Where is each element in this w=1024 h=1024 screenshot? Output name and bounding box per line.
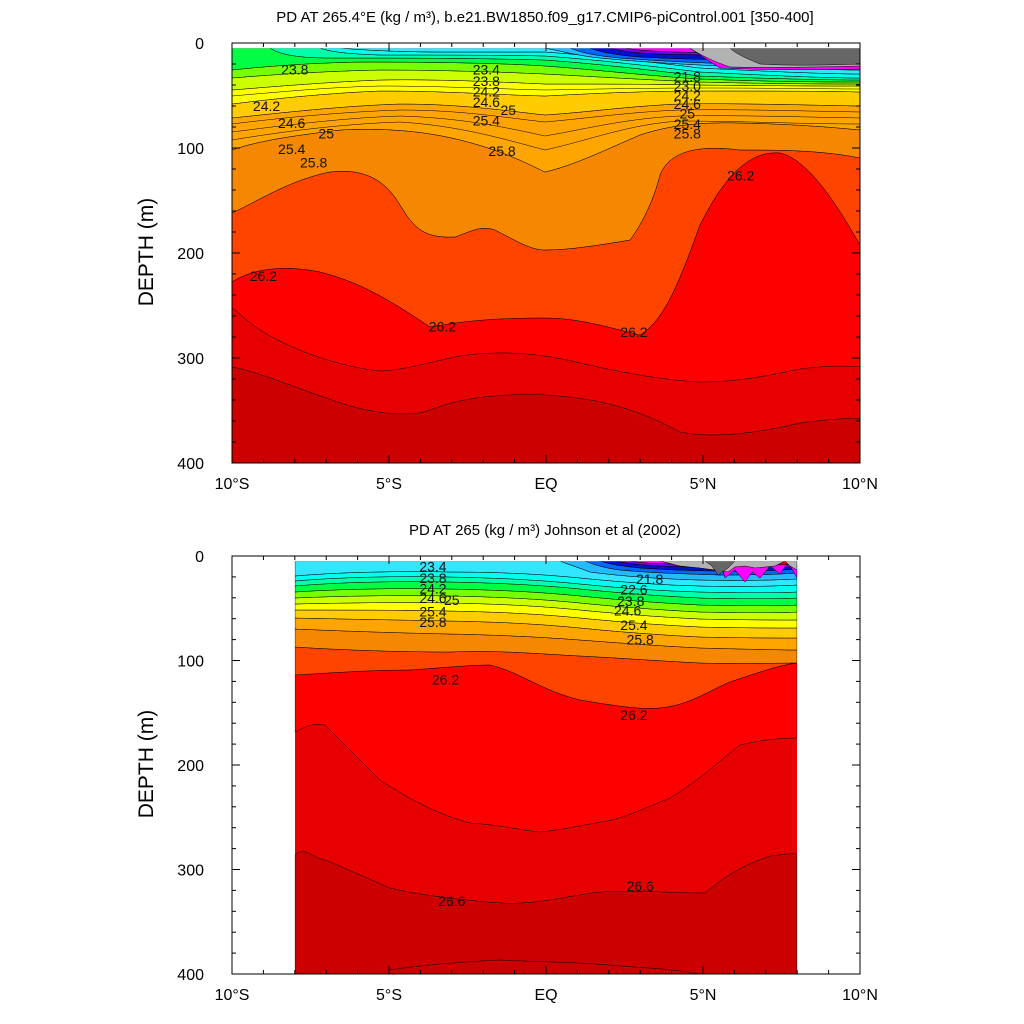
top-contour-label: 25 bbox=[318, 125, 334, 141]
top-contour-label: 24.2 bbox=[473, 83, 500, 99]
bottom-contour-label: 25 bbox=[444, 592, 460, 608]
bottom-contour-label: 25.8 bbox=[627, 632, 654, 648]
bottom-contour-label: 26.2 bbox=[432, 671, 459, 687]
top-contour-label: 26.2 bbox=[250, 268, 277, 284]
top-panel-ylabel: DEPTH (m) bbox=[135, 198, 158, 307]
top-contour-label: 24.2 bbox=[674, 88, 701, 104]
bottom-contour-label: 21.8 bbox=[636, 571, 663, 587]
bottom-contour-label: 26.6 bbox=[438, 893, 465, 909]
top-x-tick-label: 10°N bbox=[842, 476, 878, 493]
top-y-tick-label: 400 bbox=[177, 456, 204, 473]
bottom-contour-label: 24.6 bbox=[614, 602, 641, 618]
bottom-y-tick-label: 400 bbox=[177, 967, 204, 984]
top-contour-label: 26.2 bbox=[727, 167, 754, 183]
top-y-tick-label: 200 bbox=[177, 246, 204, 263]
top-contour-label: 25.4 bbox=[473, 113, 500, 129]
bottom-band-deepest bbox=[294, 851, 798, 975]
top-contour-label: 25 bbox=[680, 105, 696, 121]
bottom-contour-label: 26.2 bbox=[620, 707, 647, 723]
top-y-tick-label: 300 bbox=[177, 351, 204, 368]
top-contour-label: 25.8 bbox=[300, 155, 327, 171]
bottom-contour-label: 24.6 bbox=[419, 590, 446, 606]
top-contour-label: 23.8 bbox=[473, 73, 500, 89]
bottom-contour-label: 25.4 bbox=[419, 603, 446, 619]
bottom-x-tick-label: 5°S bbox=[376, 987, 402, 1004]
bottom-x-tick-label: 10°S bbox=[215, 987, 250, 1004]
top-contour-label: 25 bbox=[501, 102, 517, 118]
top-band-deepest bbox=[231, 366, 861, 464]
bottom-no-data-right bbox=[797, 556, 860, 974]
top-contour-label: 24.6 bbox=[278, 115, 305, 131]
bottom-y-tick-label: 100 bbox=[177, 654, 204, 671]
bottom-contour-label: 23.8 bbox=[419, 570, 446, 586]
bottom-axes: 10°S 5°S EQ 5°N 10°N 0 100 200 300 400 bbox=[177, 549, 878, 1004]
bottom-y-tick-label: 200 bbox=[177, 758, 204, 775]
bottom-contour-labels: 23.423.824.224.62525.425.821.822.623.824… bbox=[419, 558, 663, 908]
top-x-tick-label: 5°N bbox=[690, 476, 717, 493]
bottom-contour-lines bbox=[389, 959, 701, 975]
top-contour-label: 24.6 bbox=[473, 94, 500, 110]
top-contour-label: 23.0 bbox=[674, 78, 701, 94]
top-contour-label: 23.8 bbox=[281, 61, 308, 77]
top-x-tick-label: 5°S bbox=[376, 476, 402, 493]
top-panel-title: PD AT 265.4°E (kg / m³), b.e21.BW1850.f0… bbox=[276, 9, 813, 26]
bottom-contour-label: 23.4 bbox=[419, 558, 446, 574]
top-contour-label: 24.2 bbox=[253, 98, 280, 114]
top-contour-label: 26.2 bbox=[429, 319, 456, 335]
top-contour-label: 21.8 bbox=[674, 69, 701, 85]
top-contour-lines bbox=[231, 85, 861, 151]
bottom-panel-title: PD AT 265 (kg / m³) Johnson et al (2002) bbox=[409, 522, 681, 539]
bottom-contour-fill bbox=[232, 556, 860, 975]
bottom-contour-label: 24.2 bbox=[419, 580, 446, 596]
top-contour-label: 26.2 bbox=[620, 324, 647, 340]
top-panel: PD AT 265.4°E (kg / m³), b.e21.BW1850.f0… bbox=[135, 9, 878, 493]
bottom-contour-label: 26.6 bbox=[627, 878, 654, 894]
top-x-tick-label: 10°S bbox=[215, 476, 250, 493]
bottom-no-data-left bbox=[232, 556, 295, 974]
top-contour-labels: 23.8 23.423.824.224.62524.224.62525.425.4… bbox=[250, 61, 755, 340]
bottom-contour-label: 23.8 bbox=[617, 593, 644, 609]
top-contour-label: 24.6 bbox=[674, 96, 701, 112]
top-axes: 10°S 5°S EQ 5°N 10°N 0 100 200 300 400 bbox=[177, 36, 878, 493]
bottom-x-tick-label: EQ bbox=[534, 987, 557, 1004]
top-contour-fill bbox=[231, 43, 861, 464]
bottom-contour-label: 25.4 bbox=[620, 617, 647, 633]
bottom-x-tick-label: 10°N bbox=[842, 987, 878, 1004]
bottom-panel-ylabel: DEPTH (m) bbox=[135, 710, 158, 819]
top-contour-label: 25.4 bbox=[278, 141, 305, 157]
top-band-dark-gray bbox=[729, 47, 861, 66]
top-contour-label: 25.8 bbox=[674, 125, 701, 141]
top-contour-label: 23.4 bbox=[473, 61, 500, 77]
bottom-y-tick-label: 0 bbox=[195, 549, 204, 566]
bottom-contour-label: 25.8 bbox=[419, 614, 446, 630]
top-contour-label: 25.8 bbox=[488, 143, 515, 159]
top-y-tick-label: 0 bbox=[195, 36, 204, 53]
bottom-y-tick-label: 300 bbox=[177, 863, 204, 880]
bottom-panel: PD AT 265 (kg / m³) Johnson et al (2002)… bbox=[135, 522, 878, 1004]
top-y-tick-label: 100 bbox=[177, 141, 204, 158]
top-x-tick-label: EQ bbox=[534, 476, 557, 493]
top-contour-label: 25.4 bbox=[674, 116, 701, 132]
bottom-x-tick-label: 5°N bbox=[690, 987, 717, 1004]
bottom-contour-label: 22.6 bbox=[620, 581, 647, 597]
